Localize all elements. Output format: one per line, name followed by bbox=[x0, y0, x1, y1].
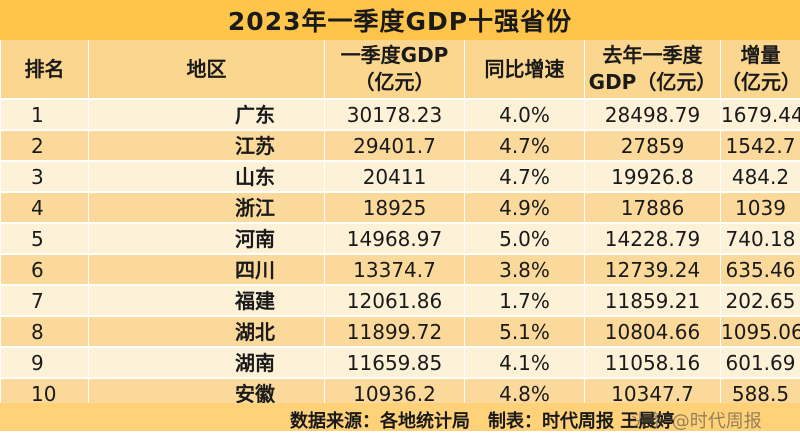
header-prev-line2: GDP（亿元） bbox=[585, 69, 720, 96]
cell-prev-gdp: 19926.8 bbox=[585, 161, 721, 192]
cell-growth: 4.7% bbox=[465, 130, 585, 161]
header-prev-gdp: 去年一季度 GDP（亿元） bbox=[585, 40, 721, 99]
cell-region: 江苏 bbox=[89, 130, 325, 161]
cell-increase: 202.65 bbox=[721, 285, 800, 316]
cell-prev-gdp: 14228.79 bbox=[585, 223, 721, 254]
cell-growth: 4.9% bbox=[465, 192, 585, 223]
watermark: 头条 @时代周报 bbox=[630, 407, 762, 433]
cell-gdp: 29401.7 bbox=[325, 130, 465, 161]
cell-growth: 5.1% bbox=[465, 316, 585, 347]
gdp-table: 排名 地区 一季度GDP （亿元） 同比增速 去年一季度 GDP（亿元） 增量 … bbox=[0, 40, 800, 410]
cell-prev-gdp: 17886 bbox=[585, 192, 721, 223]
table-title: 2023年一季度GDP十强省份 bbox=[0, 0, 800, 41]
cell-increase: 1542.7 bbox=[721, 130, 800, 161]
header-row: 排名 地区 一季度GDP （亿元） 同比增速 去年一季度 GDP（亿元） 增量 … bbox=[1, 40, 800, 99]
cell-rank: 2 bbox=[1, 130, 89, 161]
header-inc-line1: 增量 bbox=[721, 42, 800, 69]
cell-rank: 7 bbox=[1, 285, 89, 316]
table-row: 3 山东 20411 4.7% 19926.8 484.2 bbox=[1, 161, 800, 192]
table-row: 2 江苏 29401.7 4.7% 27859 1542.7 bbox=[1, 130, 800, 161]
cell-region: 浙江 bbox=[89, 192, 325, 223]
cell-increase: 601.69 bbox=[721, 347, 800, 378]
cell-gdp: 11899.72 bbox=[325, 316, 465, 347]
source-note: 数据来源：各地统计局 制表：时代周报 王晨婷 bbox=[290, 407, 674, 433]
cell-region: 河南 bbox=[89, 223, 325, 254]
cell-prev-gdp: 11058.16 bbox=[585, 347, 721, 378]
cell-region: 湖北 bbox=[89, 316, 325, 347]
cell-rank: 3 bbox=[1, 161, 89, 192]
cell-region: 广东 bbox=[89, 99, 325, 130]
cell-prev-gdp: 28498.79 bbox=[585, 99, 721, 130]
cell-growth: 4.1% bbox=[465, 347, 585, 378]
table-row: 6 四川 13374.7 3.8% 12739.24 635.46 bbox=[1, 254, 800, 285]
header-growth: 同比增速 bbox=[465, 40, 585, 99]
header-rank: 排名 bbox=[1, 40, 89, 99]
table-row: 8 湖北 11899.72 5.1% 10804.66 1095.06 bbox=[1, 316, 800, 347]
cell-increase: 1095.06 bbox=[721, 316, 800, 347]
table-footer: 数据来源：各地统计局 制表：时代周报 王晨婷 头条 @时代周报 bbox=[0, 403, 800, 431]
header-increase: 增量 （亿元） bbox=[721, 40, 800, 99]
cell-prev-gdp: 11859.21 bbox=[585, 285, 721, 316]
cell-increase: 484.2 bbox=[721, 161, 800, 192]
cell-increase: 635.46 bbox=[721, 254, 800, 285]
cell-region: 福建 bbox=[89, 285, 325, 316]
table-row: 1 广东 30178.23 4.0% 28498.79 1679.44 bbox=[1, 99, 800, 130]
cell-prev-gdp: 12739.24 bbox=[585, 254, 721, 285]
cell-rank: 4 bbox=[1, 192, 89, 223]
header-gdp-line2: （亿元） bbox=[325, 69, 464, 96]
header-gdp: 一季度GDP （亿元） bbox=[325, 40, 465, 99]
cell-gdp: 20411 bbox=[325, 161, 465, 192]
cell-rank: 6 bbox=[1, 254, 89, 285]
cell-gdp: 11659.85 bbox=[325, 347, 465, 378]
cell-increase: 740.18 bbox=[721, 223, 800, 254]
table-row: 4 浙江 18925 4.9% 17886 1039 bbox=[1, 192, 800, 223]
table-row: 9 湖南 11659.85 4.1% 11058.16 601.69 bbox=[1, 347, 800, 378]
cell-region: 四川 bbox=[89, 254, 325, 285]
cell-gdp: 18925 bbox=[325, 192, 465, 223]
cell-increase: 1679.44 bbox=[721, 99, 800, 130]
cell-prev-gdp: 27859 bbox=[585, 130, 721, 161]
table-row: 7 福建 12061.86 1.7% 11859.21 202.65 bbox=[1, 285, 800, 316]
cell-prev-gdp: 10804.66 bbox=[585, 316, 721, 347]
cell-growth: 4.7% bbox=[465, 161, 585, 192]
header-region: 地区 bbox=[89, 40, 325, 99]
cell-increase: 1039 bbox=[721, 192, 800, 223]
cell-region: 山东 bbox=[89, 161, 325, 192]
header-inc-line2: （亿元） bbox=[721, 69, 800, 96]
cell-gdp: 13374.7 bbox=[325, 254, 465, 285]
cell-growth: 1.7% bbox=[465, 285, 585, 316]
cell-growth: 5.0% bbox=[465, 223, 585, 254]
cell-growth: 4.0% bbox=[465, 99, 585, 130]
cell-gdp: 30178.23 bbox=[325, 99, 465, 130]
header-prev-line1: 去年一季度 bbox=[585, 42, 720, 69]
cell-rank: 9 bbox=[1, 347, 89, 378]
cell-growth: 3.8% bbox=[465, 254, 585, 285]
cell-gdp: 14968.97 bbox=[325, 223, 465, 254]
cell-gdp: 12061.86 bbox=[325, 285, 465, 316]
table-row: 5 河南 14968.97 5.0% 14228.79 740.18 bbox=[1, 223, 800, 254]
header-gdp-line1: 一季度GDP bbox=[325, 42, 464, 69]
cell-rank: 1 bbox=[1, 99, 89, 130]
cell-rank: 8 bbox=[1, 316, 89, 347]
cell-region: 湖南 bbox=[89, 347, 325, 378]
cell-rank: 5 bbox=[1, 223, 89, 254]
